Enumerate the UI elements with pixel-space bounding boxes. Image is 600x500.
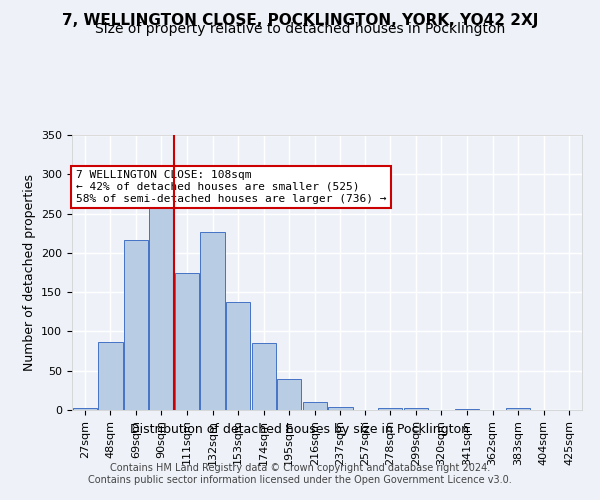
Bar [251, 343, 276, 410]
Text: Contains HM Land Registry data © Crown copyright and database right 2024.
Contai: Contains HM Land Registry data © Crown c… [88, 464, 512, 485]
Bar [277, 378, 301, 410]
Bar [378, 408, 403, 410]
Bar [226, 302, 250, 410]
Bar [455, 409, 479, 410]
Bar [175, 272, 199, 410]
Text: 7, WELLINGTON CLOSE, POCKLINGTON, YORK, YO42 2XJ: 7, WELLINGTON CLOSE, POCKLINGTON, YORK, … [62, 12, 538, 28]
Text: Size of property relative to detached houses in Pocklington: Size of property relative to detached ho… [95, 22, 505, 36]
Text: Distribution of detached houses by size in Pocklington: Distribution of detached houses by size … [131, 422, 470, 436]
Bar [302, 402, 327, 410]
Bar [98, 342, 122, 410]
Bar [73, 408, 97, 410]
Bar [124, 240, 148, 410]
Bar [404, 408, 428, 410]
Bar [149, 188, 173, 410]
Bar [506, 408, 530, 410]
Text: 7 WELLINGTON CLOSE: 108sqm
← 42% of detached houses are smaller (525)
58% of sem: 7 WELLINGTON CLOSE: 108sqm ← 42% of deta… [76, 170, 386, 203]
Bar [328, 407, 353, 410]
Bar [200, 232, 225, 410]
Y-axis label: Number of detached properties: Number of detached properties [23, 174, 35, 371]
